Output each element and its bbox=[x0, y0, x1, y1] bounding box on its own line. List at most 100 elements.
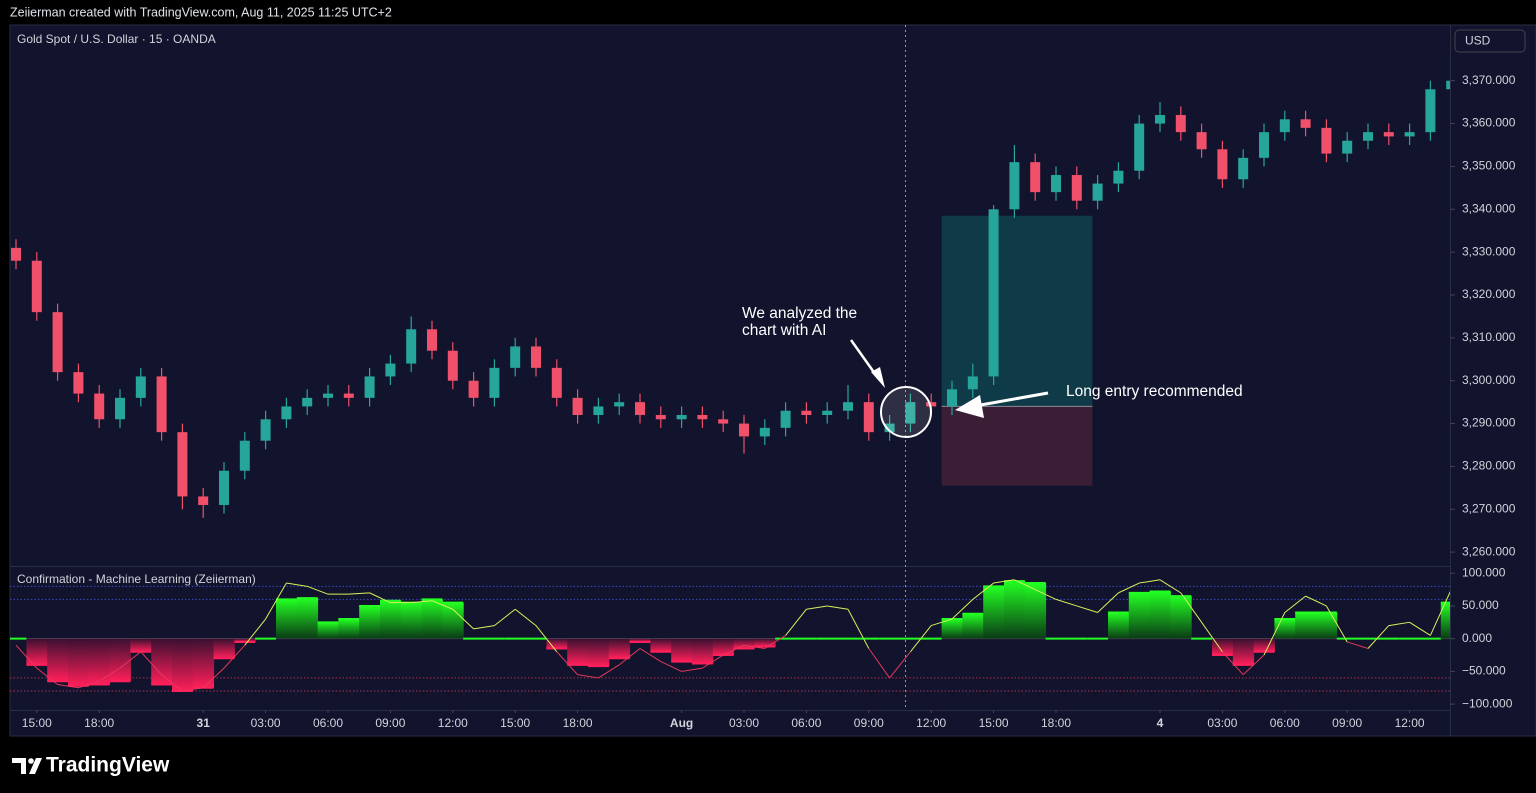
x-tick-label: 06:00 bbox=[313, 716, 343, 730]
oscillator-line bbox=[514, 608, 537, 626]
oscillator-line bbox=[1242, 654, 1265, 676]
indicator-title: Confirmation - Machine Learning (Zeiierm… bbox=[17, 572, 256, 586]
histogram-bar bbox=[1295, 612, 1317, 639]
x-tick-label: 06:00 bbox=[1270, 716, 1300, 730]
candle-body bbox=[406, 329, 417, 364]
histogram-bar bbox=[588, 638, 610, 667]
candle-body bbox=[1300, 119, 1311, 128]
oscillator-line bbox=[1367, 625, 1390, 649]
currency[interactable]: USD bbox=[1465, 34, 1491, 48]
oscillator-line bbox=[764, 634, 786, 649]
histogram-bar bbox=[754, 638, 776, 647]
candle-body bbox=[281, 406, 292, 420]
candle-body bbox=[988, 209, 999, 377]
x-tick-label: 03:00 bbox=[729, 716, 759, 730]
oscillator-line bbox=[1180, 592, 1203, 623]
candle-body bbox=[905, 402, 916, 424]
candle-body bbox=[718, 419, 729, 424]
y-tick-label: −100.000 bbox=[1462, 696, 1513, 710]
histogram-bar bbox=[629, 638, 651, 642]
x-tick-label: 18:00 bbox=[563, 716, 593, 730]
oscillator-line bbox=[348, 592, 370, 595]
candle-body bbox=[302, 397, 313, 407]
histogram-bar bbox=[26, 638, 48, 665]
currency-box[interactable] bbox=[1454, 29, 1526, 53]
oscillator-line bbox=[535, 625, 558, 653]
candle-body bbox=[239, 440, 250, 471]
oscillator-line bbox=[1159, 579, 1182, 594]
histogram-bar bbox=[1253, 638, 1275, 652]
histogram-bar bbox=[359, 605, 381, 639]
histogram-bar bbox=[941, 619, 963, 639]
oscillator-line bbox=[931, 618, 953, 627]
x-tick-label: 31 bbox=[197, 716, 211, 730]
candle-body bbox=[385, 363, 396, 377]
oscillator-line bbox=[15, 644, 38, 669]
candle-body bbox=[884, 423, 895, 433]
candle-body bbox=[1134, 123, 1145, 171]
y-tick-label: 0.000 bbox=[1462, 631, 1492, 645]
y-tick-label: 3,310.000 bbox=[1462, 330, 1516, 344]
histogram-bar bbox=[962, 613, 984, 639]
y-tick-label: 3,330.000 bbox=[1462, 244, 1516, 258]
x-tick-label: 03:00 bbox=[251, 716, 281, 730]
candle-body bbox=[1363, 132, 1373, 141]
pane bbox=[10, 579, 1450, 693]
oscillator-line bbox=[951, 599, 974, 620]
x-tick-label: 15:00 bbox=[22, 716, 52, 730]
oscillator-line bbox=[473, 625, 495, 630]
candle-body bbox=[468, 380, 479, 398]
candle-body bbox=[843, 402, 853, 411]
oscillator-line bbox=[598, 664, 620, 679]
candle-body bbox=[198, 496, 209, 505]
histogram-bar bbox=[151, 638, 173, 685]
histogram-bar bbox=[1024, 583, 1047, 639]
logo-icon bbox=[28, 758, 34, 764]
oscillator-line bbox=[98, 667, 121, 682]
candle-body bbox=[676, 415, 687, 420]
candle-body bbox=[1404, 132, 1415, 137]
y-tick-label: 50.000 bbox=[1462, 598, 1499, 612]
candle-body bbox=[489, 367, 500, 398]
x-tick-label: 12:00 bbox=[916, 716, 946, 730]
oscillator-line bbox=[161, 674, 183, 692]
y-tick-label: 3,270.000 bbox=[1462, 501, 1516, 515]
candle-body bbox=[967, 376, 978, 390]
candle-body bbox=[115, 397, 125, 420]
candle-body bbox=[1196, 132, 1207, 150]
candle-body bbox=[1217, 149, 1228, 180]
histogram-bar bbox=[1440, 602, 1450, 639]
oscillator-line bbox=[1429, 591, 1450, 636]
chart-title: Gold Spot / U.S. Dollar · 15 · OANDA bbox=[17, 32, 216, 46]
oscillator-line bbox=[1263, 612, 1286, 656]
oscillator-line bbox=[910, 625, 932, 653]
candle-body bbox=[427, 329, 437, 351]
candle-body bbox=[260, 419, 271, 441]
oscillator-line bbox=[577, 674, 599, 679]
oscillator-line bbox=[223, 644, 246, 669]
histogram-bar bbox=[400, 602, 423, 639]
candle-body bbox=[551, 367, 562, 398]
oscillator-line bbox=[182, 687, 204, 692]
x-tick-label: 4 bbox=[1157, 716, 1164, 730]
logo-icon bbox=[29, 758, 42, 774]
candle-body bbox=[447, 350, 458, 381]
histogram-bar bbox=[47, 638, 69, 682]
oscillator-line bbox=[286, 582, 308, 587]
pane bbox=[11, 80, 1450, 518]
oscillator-line bbox=[1305, 595, 1327, 607]
oscillator-line bbox=[702, 654, 724, 669]
oscillator-line bbox=[1284, 595, 1306, 613]
candle-body bbox=[1425, 89, 1436, 133]
y-tick-label: 3,360.000 bbox=[1462, 116, 1516, 130]
oscillator-line bbox=[140, 651, 162, 675]
histogram-bar bbox=[234, 638, 256, 642]
candle-body bbox=[947, 389, 957, 407]
y-tick-label: 3,300.000 bbox=[1462, 373, 1516, 387]
oscillator-line bbox=[78, 680, 100, 689]
histogram-bar bbox=[442, 602, 464, 639]
histogram-bar bbox=[380, 600, 402, 639]
oscillator-line bbox=[889, 651, 911, 679]
candle-body bbox=[572, 397, 583, 415]
